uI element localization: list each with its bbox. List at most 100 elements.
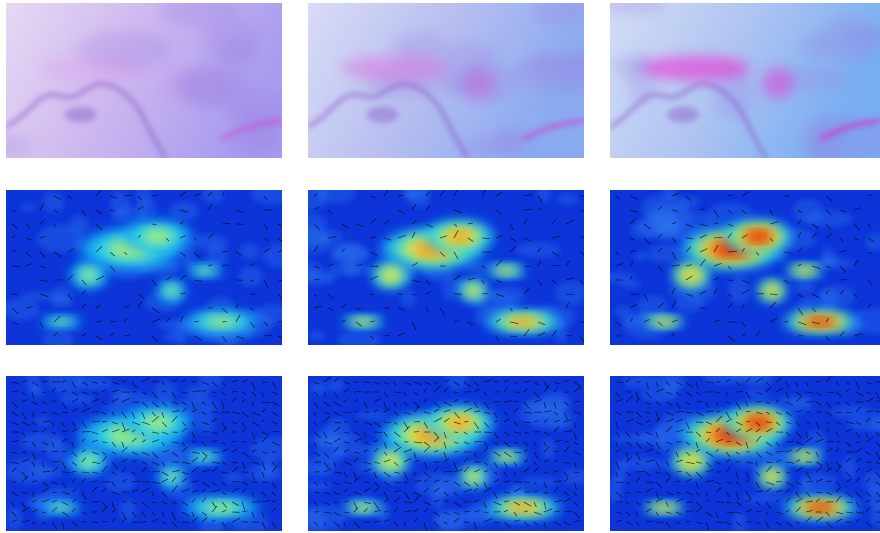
- texture: [119, 499, 136, 522]
- wind-arrow: [728, 280, 733, 281]
- plume: [161, 68, 194, 99]
- texture: [608, 477, 622, 503]
- heat-blob: [679, 453, 702, 470]
- texture: [822, 246, 835, 269]
- texture: [622, 375, 661, 388]
- heat-blob: [749, 232, 768, 241]
- texture: [238, 266, 263, 286]
- panel-content: [603, 185, 880, 345]
- texture: [648, 244, 685, 263]
- wind-arrow: [82, 431, 91, 432]
- texture: [735, 458, 749, 468]
- texture: [801, 472, 837, 493]
- plume: [642, 56, 750, 81]
- texture: [286, 233, 333, 254]
- texture: [308, 467, 332, 476]
- texture: [21, 203, 36, 211]
- cloud: [820, 15, 876, 63]
- texture: [37, 224, 84, 252]
- panel-content: [594, 0, 880, 165]
- cloud: [217, 41, 258, 68]
- heat-blob: [197, 268, 213, 273]
- texture: [404, 190, 419, 200]
- texture: [251, 184, 290, 204]
- panel-content: [308, 0, 607, 158]
- texture: [341, 258, 360, 277]
- texture: [291, 183, 328, 210]
- texture: [310, 381, 328, 395]
- heat-blob: [205, 503, 238, 512]
- texture: [743, 368, 774, 387]
- heat-blob: [793, 453, 816, 461]
- texture: [196, 416, 214, 434]
- texture: [778, 396, 811, 406]
- heat-blob: [448, 231, 471, 242]
- heat-blob: [510, 504, 536, 511]
- heat-blob: [448, 417, 471, 428]
- texture: [793, 199, 822, 224]
- texture: [59, 393, 94, 404]
- texture: [164, 331, 183, 342]
- texture: [42, 329, 74, 351]
- page: (() => { const data = JSON.parse(documen…: [0, 0, 880, 533]
- plume: [39, 56, 149, 81]
- heat-blob: [81, 270, 97, 281]
- wind-arrow: [876, 382, 880, 383]
- texture: [674, 293, 704, 312]
- wind-arrow: [404, 502, 413, 503]
- image-panel: [286, 182, 589, 350]
- lake: [667, 107, 699, 123]
- wind-arrow: [464, 421, 468, 422]
- plume: [761, 68, 793, 99]
- texture: [537, 182, 550, 203]
- texture: [356, 411, 387, 420]
- texture: [434, 509, 463, 531]
- image-panel: [0, 0, 298, 158]
- texture: [557, 193, 578, 204]
- wind-arrow: [676, 411, 684, 412]
- heat-blob: [205, 317, 238, 326]
- image-panel: [603, 185, 880, 345]
- texture: [663, 185, 677, 201]
- texture: [555, 281, 587, 306]
- panel-content: [608, 367, 880, 533]
- heat-blob: [466, 285, 482, 297]
- texture: [634, 252, 649, 260]
- heat-blob: [380, 268, 401, 283]
- texture: [239, 244, 259, 260]
- cloud: [458, 135, 524, 157]
- cloud: [230, 130, 286, 158]
- panel-content: [286, 182, 589, 350]
- wind-arrow: [222, 251, 228, 252]
- wind-arrow: [222, 223, 230, 224]
- texture: [185, 386, 210, 398]
- texture: [430, 483, 444, 509]
- heat-blob: [166, 286, 178, 295]
- panel-content: [295, 370, 589, 532]
- wind-arrow: [484, 432, 491, 433]
- texture: [223, 472, 243, 483]
- texture: [74, 376, 113, 390]
- wind-arrow: [122, 501, 126, 502]
- image-panel: [594, 0, 880, 165]
- texture: [562, 469, 589, 485]
- texture: [333, 446, 347, 459]
- wind-arrow: [770, 294, 777, 295]
- texture: [656, 221, 680, 240]
- heat-blob: [81, 456, 97, 467]
- texture: [295, 507, 326, 532]
- texture: [657, 373, 687, 391]
- heat-blob: [763, 284, 781, 297]
- texture: [619, 280, 641, 288]
- image-panel: [608, 367, 880, 533]
- wind-arrow: [102, 521, 107, 522]
- wind-arrow: [102, 442, 107, 443]
- texture: [6, 506, 22, 530]
- heat-blob: [810, 505, 831, 511]
- plume: [341, 56, 451, 81]
- wind-arrow: [142, 521, 147, 522]
- heat-blob: [497, 267, 517, 274]
- plume: [463, 68, 496, 99]
- heat-blob: [749, 418, 768, 427]
- texture: [794, 280, 815, 293]
